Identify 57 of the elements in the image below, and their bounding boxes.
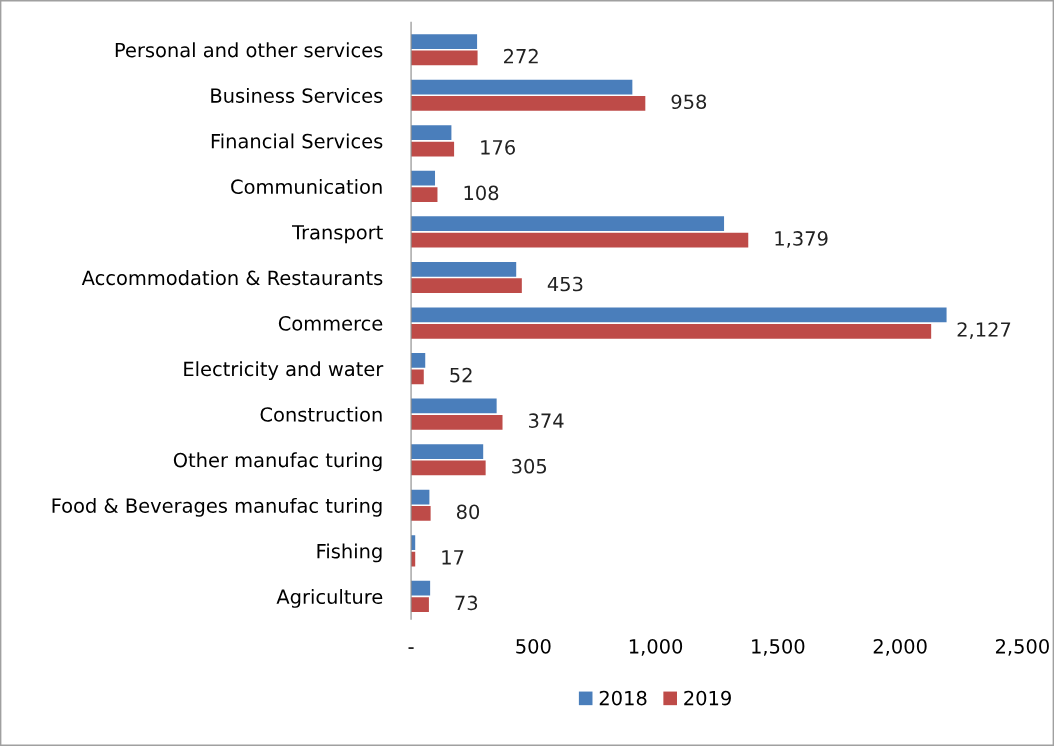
x-tick-label: -: [408, 647, 414, 649]
bar: [411, 141, 455, 157]
y-tick-label: Electricity and water: [184, 361, 384, 381]
bar: [411, 506, 431, 521]
bar: [411, 278, 522, 294]
x-tick-label: 2,500: [995, 638, 1049, 656]
y-tick-label: Communication: [231, 179, 382, 195]
data-label: 176: [481, 139, 515, 155]
legend-label: 2019: [684, 690, 731, 706]
bar: [411, 307, 947, 323]
y-tick-label: Accommodation & Restaurants: [81, 270, 383, 286]
bar: [411, 96, 646, 111]
data-label: 17: [442, 550, 464, 565]
y-tick-label: Business Services: [211, 87, 383, 103]
bar: [411, 232, 749, 248]
bar: [411, 79, 633, 95]
bar: [411, 580, 431, 596]
bar: [411, 414, 503, 430]
bar: [411, 125, 452, 141]
bar: [411, 369, 424, 385]
bar: [411, 597, 429, 612]
bar: [411, 261, 517, 277]
bar: [411, 187, 438, 202]
data-label: 305: [512, 458, 547, 474]
bar: [411, 460, 486, 476]
bar: [411, 170, 436, 186]
x-tick-label: 1,000: [629, 638, 683, 656]
bar: [411, 34, 478, 49]
y-tick-label: Fishing: [317, 543, 382, 563]
bar: [411, 50, 478, 66]
y-tick-label: Financial Services: [211, 133, 383, 149]
y-tick-label: Personal and other services: [115, 42, 383, 58]
y-tick-label: Commerce: [278, 316, 383, 331]
data-label: 958: [671, 94, 707, 110]
x-tick-label: 2,000: [873, 638, 927, 656]
data-label: 1,379: [775, 231, 828, 248]
bar: [411, 398, 497, 414]
data-label: 272: [504, 48, 538, 64]
bar: [411, 353, 426, 368]
data-label: 2,127: [957, 322, 1011, 339]
data-label: 453: [547, 276, 583, 292]
data-label: 374: [529, 413, 564, 429]
y-tick-label: Transport: [292, 225, 383, 244]
data-label: 108: [464, 185, 499, 201]
y-tick-label: Construction: [260, 406, 382, 422]
x-tick-label: 500: [516, 638, 551, 654]
data-label: 80: [456, 504, 480, 520]
data-label: 52: [450, 367, 472, 383]
data-label: 73: [455, 595, 478, 611]
y-tick-label: Other manufac turing: [173, 452, 382, 472]
bar: [411, 216, 725, 232]
y-tick-label: Food & Beverages manufac turing: [52, 497, 382, 517]
y-tick-label: Agriculture: [276, 589, 383, 608]
bar: [411, 444, 484, 459]
bar: [411, 323, 932, 339]
x-tick-label: 1,500: [752, 638, 805, 656]
legend-label: 2018: [599, 690, 647, 706]
